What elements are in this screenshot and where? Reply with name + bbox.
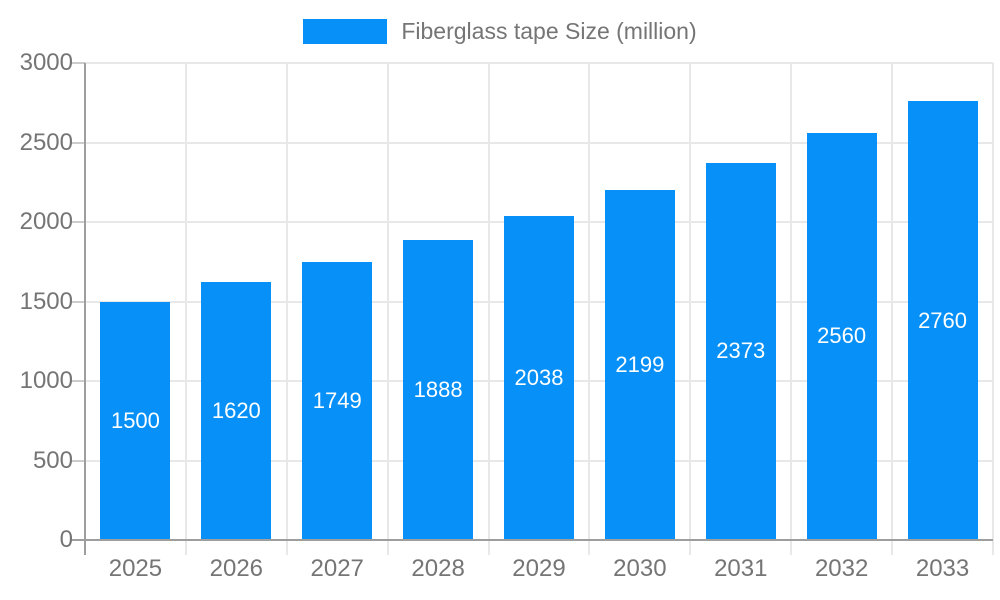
- vertical-gridline: [184, 63, 187, 555]
- x-axis-tick-label: 2030: [613, 555, 667, 582]
- y-axis-tick: [72, 380, 85, 382]
- x-axis-tick-label: 2027: [310, 555, 364, 582]
- x-axis-tick-label: 2032: [814, 555, 869, 582]
- legend-label: Fiberglass tape Size (million): [401, 18, 697, 44]
- x-axis-line: [72, 539, 993, 541]
- bar-value-label: 2373: [716, 338, 766, 364]
- vertical-gridline: [588, 63, 591, 555]
- y-axis-tick: [72, 221, 85, 223]
- bar[interactable]: 1500: [100, 301, 171, 540]
- x-axis-tick-label: 2033: [915, 555, 970, 582]
- horizontal-gridline: [85, 62, 993, 64]
- vertical-gridline: [689, 63, 692, 555]
- y-axis-tick-label: 2500: [19, 128, 73, 156]
- bar[interactable]: 2760: [907, 101, 978, 540]
- y-axis-tick-label: 500: [32, 446, 73, 474]
- vertical-gridline: [992, 63, 994, 555]
- bar-value-label: 2760: [918, 307, 968, 333]
- x-axis-tick-label: 2026: [209, 555, 264, 582]
- x-axis-tick-label: 2029: [512, 555, 566, 582]
- vertical-gridline: [790, 63, 793, 555]
- y-axis-line: [84, 63, 86, 555]
- bar[interactable]: 2038: [504, 215, 574, 540]
- horizontal-gridline: [85, 141, 993, 144]
- y-axis-tick: [72, 62, 85, 64]
- bar[interactable]: 1888: [403, 239, 474, 540]
- y-axis-tick-label: 1000: [19, 367, 73, 394]
- bar-value-label: 2038: [514, 364, 564, 390]
- y-axis-tick-label: 0: [59, 526, 73, 553]
- y-axis-tick-label: 2000: [19, 208, 73, 235]
- bar[interactable]: 2373: [705, 162, 776, 540]
- vertical-gridline: [285, 63, 288, 555]
- y-axis-tick: [72, 141, 85, 144]
- vertical-gridline: [891, 63, 894, 555]
- bar-value-label: 2199: [615, 352, 665, 378]
- y-axis-tick-label: 1500: [19, 287, 73, 315]
- bar-value-label: 1620: [211, 398, 261, 424]
- vertical-gridline: [487, 63, 490, 555]
- vertical-gridline: [386, 63, 389, 555]
- bar-value-label: 1500: [110, 407, 160, 433]
- bar[interactable]: 1620: [201, 282, 272, 540]
- bar[interactable]: 2560: [806, 132, 877, 540]
- y-axis-tick-label: 3000: [19, 49, 73, 76]
- x-axis-tick-label: 2031: [714, 555, 768, 582]
- bar[interactable]: 1749: [302, 261, 373, 540]
- y-axis-tick: [72, 300, 85, 303]
- legend[interactable]: Fiberglass tape Size (million): [0, 18, 1000, 45]
- y-axis-tick: [72, 459, 85, 462]
- bar-value-label: 1749: [312, 387, 362, 413]
- x-axis-tick-label: 2028: [411, 555, 465, 582]
- bar-value-label: 2560: [817, 323, 867, 349]
- bar[interactable]: 2199: [604, 190, 675, 540]
- legend-swatch-icon: [303, 19, 388, 44]
- x-axis-tick-label: 2025: [108, 555, 163, 582]
- bar-value-label: 1888: [413, 376, 463, 402]
